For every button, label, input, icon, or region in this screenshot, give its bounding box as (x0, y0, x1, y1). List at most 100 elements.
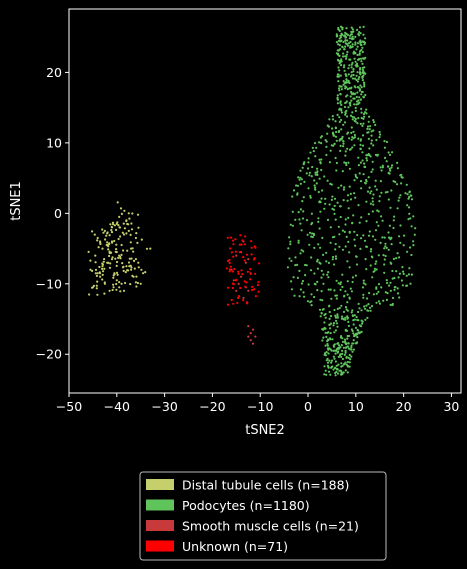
point-podocytes (337, 73, 340, 76)
point-podocytes (329, 149, 332, 152)
point-podocytes (362, 282, 365, 285)
point-podocytes (391, 277, 394, 280)
point-podocytes (316, 258, 319, 261)
point-podocytes (332, 349, 335, 352)
point-podocytes (397, 199, 400, 202)
point-distal-tubule-cells (89, 268, 92, 271)
point-podocytes (342, 123, 345, 126)
point-podocytes (332, 208, 336, 211)
point-podocytes (385, 298, 388, 301)
point-podocytes (328, 305, 331, 308)
point-podocytes (338, 62, 341, 65)
point-podocytes (366, 316, 369, 319)
point-distal-tubule-cells (115, 288, 118, 291)
point-podocytes (329, 327, 332, 330)
point-podocytes (362, 33, 365, 36)
point-podocytes (347, 79, 350, 82)
point-podocytes (350, 74, 353, 77)
point-podocytes (334, 120, 337, 123)
point-podocytes (296, 184, 300, 187)
point-podocytes (320, 269, 323, 272)
point-podocytes (368, 128, 371, 131)
point-podocytes (336, 313, 339, 316)
point-smooth-muscle-cells (247, 325, 250, 328)
x-axis-label: tSNE2 (245, 423, 285, 438)
point-podocytes (304, 274, 307, 277)
point-podocytes (398, 196, 401, 199)
point-podocytes (317, 243, 320, 246)
point-podocytes (371, 160, 374, 163)
point-podocytes (408, 212, 411, 215)
point-podocytes (301, 200, 304, 203)
point-podocytes (346, 43, 349, 46)
point-podocytes (348, 34, 352, 37)
point-distal-tubule-cells (120, 253, 123, 256)
point-podocytes (338, 29, 341, 32)
point-distal-tubule-cells (116, 221, 119, 224)
point-podocytes (326, 338, 330, 341)
point-podocytes (369, 250, 372, 253)
point-unknown (234, 238, 237, 241)
point-podocytes (337, 26, 340, 30)
point-distal-tubule-cells (111, 241, 114, 244)
point-podocytes (328, 118, 331, 121)
point-distal-tubule-cells (110, 251, 113, 254)
point-podocytes (359, 84, 362, 87)
point-podocytes (330, 198, 333, 201)
point-podocytes (383, 140, 386, 143)
point-podocytes (329, 315, 333, 318)
point-distal-tubule-cells (130, 266, 133, 269)
point-podocytes (389, 169, 392, 172)
point-podocytes (334, 156, 337, 160)
point-unknown (234, 250, 237, 253)
point-podocytes (336, 94, 339, 97)
point-podocytes (332, 322, 336, 325)
point-podocytes (365, 157, 368, 160)
point-podocytes (355, 316, 358, 319)
point-podocytes (349, 95, 352, 98)
point-podocytes (333, 212, 336, 215)
point-podocytes (326, 179, 329, 182)
point-podocytes (336, 368, 339, 371)
point-podocytes (346, 260, 349, 263)
point-unknown (228, 270, 231, 273)
point-podocytes (361, 159, 364, 162)
point-podocytes (378, 136, 381, 139)
point-unknown (233, 268, 236, 271)
point-podocytes (352, 332, 355, 335)
point-podocytes (378, 302, 381, 305)
point-podocytes (335, 364, 338, 367)
point-podocytes (328, 203, 331, 206)
point-podocytes (385, 160, 388, 163)
point-podocytes (311, 165, 314, 169)
point-podocytes (336, 113, 339, 116)
point-podocytes (338, 69, 341, 72)
point-podocytes (341, 45, 344, 48)
point-podocytes (351, 118, 354, 121)
point-podocytes (371, 235, 375, 238)
point-podocytes (346, 194, 350, 197)
legend-swatch (146, 479, 174, 490)
point-distal-tubule-cells (145, 247, 149, 250)
point-podocytes (339, 336, 343, 339)
point-podocytes (341, 28, 344, 31)
point-podocytes (319, 210, 322, 213)
point-distal-tubule-cells (97, 246, 100, 249)
point-podocytes (295, 184, 298, 187)
point-podocytes (400, 279, 403, 282)
point-podocytes (342, 371, 345, 374)
point-podocytes (337, 282, 340, 285)
point-podocytes (340, 365, 343, 368)
point-podocytes (399, 194, 402, 197)
point-podocytes (350, 31, 354, 34)
point-unknown (242, 256, 245, 259)
point-podocytes (401, 176, 404, 179)
point-podocytes (389, 303, 392, 306)
point-podocytes (340, 118, 343, 122)
point-podocytes (300, 178, 303, 181)
point-podocytes (334, 127, 337, 130)
point-podocytes (344, 306, 348, 309)
point-distal-tubule-cells (118, 226, 122, 229)
point-podocytes (375, 292, 378, 295)
point-podocytes (393, 288, 396, 291)
